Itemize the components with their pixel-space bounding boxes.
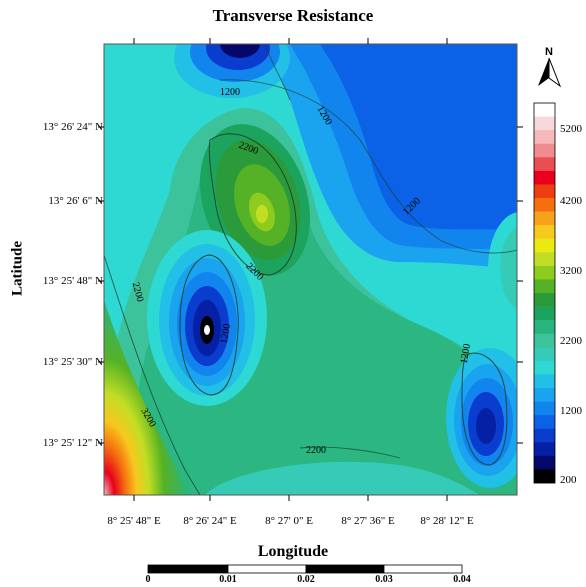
colorbar-tick-label: 4200 <box>560 195 582 207</box>
colorbar-swatch <box>534 333 555 348</box>
colorbar-swatch <box>534 455 555 470</box>
colorbar-frame <box>533 102 556 484</box>
north-arrow-icon: N <box>538 46 562 88</box>
colorbar-swatch <box>534 442 555 457</box>
colorbar-swatch <box>534 265 555 280</box>
colorbar-tick-label: 200 <box>560 474 577 486</box>
colorbar-swatch <box>534 347 555 362</box>
colorbar-swatch <box>534 143 555 158</box>
x-tick-label: 8° 26' 24" E <box>183 515 237 527</box>
colorbar-swatch <box>534 184 555 199</box>
x-tick-label: 8° 25' 48" E <box>107 515 161 527</box>
colorbar-swatch <box>534 252 555 267</box>
x-tick-label: 8° 28' 12" E <box>420 515 474 527</box>
scale-tick-label: 0.03 <box>375 574 393 585</box>
colorbar-swatch <box>534 238 555 253</box>
north-label: N <box>545 46 553 58</box>
colorbar-swatch <box>534 388 555 402</box>
colorbar-swatch <box>534 428 555 443</box>
contour-lines <box>104 44 517 495</box>
colorbar-tick-label: 2200 <box>560 335 582 347</box>
y-tick-label: 13° 26' 24" N <box>42 121 103 133</box>
contour-label: 1200 <box>219 323 233 345</box>
scale-tick-label: 0.02 <box>297 574 315 585</box>
axis-ticks <box>98 38 523 501</box>
colorbar-swatch <box>534 198 555 212</box>
y-tick-label: 13° 25' 48" N <box>42 275 103 287</box>
colorbar-swatch <box>534 130 555 145</box>
scale-bar <box>147 564 463 574</box>
contour-label: 1200 <box>459 343 473 365</box>
colorbar-swatch <box>534 211 555 226</box>
colorbar-swatch <box>534 293 555 307</box>
colorbar-swatch <box>534 306 555 321</box>
colorbar-swatch <box>534 279 555 294</box>
colorbar-swatch <box>534 103 555 117</box>
x-tick-label: 8° 27' 0" E <box>265 515 313 527</box>
colorbar-swatch <box>534 320 555 335</box>
map-frame <box>103 43 518 496</box>
y-tick-label: 13° 25' 12" N <box>42 437 103 449</box>
map-title: Transverse Resistance <box>212 6 374 25</box>
colorbar-swatch <box>534 225 555 240</box>
colorbar-swatch <box>534 374 555 389</box>
colorbar-swatch <box>534 415 555 430</box>
colorbar-swatch <box>534 116 555 131</box>
scale-tick-label: 0.01 <box>219 574 237 585</box>
colorbar-tick-label: 3200 <box>560 265 582 277</box>
contour-label: 2200 <box>306 445 326 456</box>
x-tick-label: 8° 27' 36" E <box>341 515 395 527</box>
colorbar-swatch <box>534 360 555 375</box>
x-axis-label: Longitude <box>257 543 329 560</box>
colorbar-swatch <box>534 401 555 416</box>
y-tick-label: 13° 25' 30" N <box>42 356 103 368</box>
scale-tick-label: 0.04 <box>453 574 471 585</box>
y-tick-label: 13° 26' 6" N <box>48 195 103 207</box>
colorbar <box>534 103 555 484</box>
scale-tick-label: 0 <box>145 574 151 585</box>
colorbar-swatch <box>534 469 555 484</box>
contour-label: 1200 <box>220 87 240 98</box>
contour-label: 2200 <box>130 281 146 303</box>
colorbar-swatch <box>534 157 555 172</box>
contour-fill <box>104 44 517 495</box>
colorbar-tick-label: 5200 <box>560 123 582 135</box>
colorbar-swatch <box>534 170 555 185</box>
colorbar-tick-label: 1200 <box>560 405 582 417</box>
